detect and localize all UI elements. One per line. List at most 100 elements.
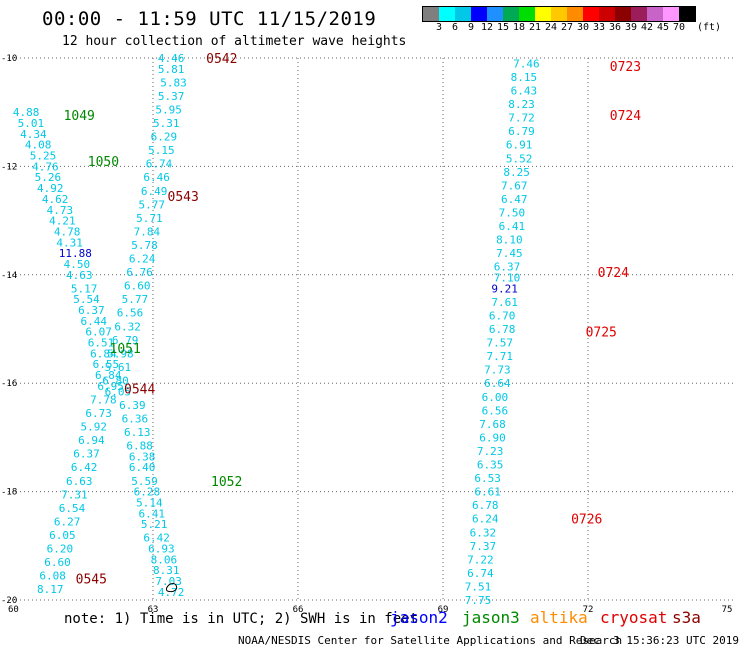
- wave-height-value: 6.53: [474, 472, 501, 485]
- wave-height-value: 6.37: [494, 261, 521, 274]
- color-swatch: [663, 7, 679, 21]
- wave-height-value: 4.78: [54, 225, 81, 238]
- color-scale-label: 42: [640, 22, 654, 33]
- wave-height-value: 6.37: [78, 304, 105, 317]
- color-swatch: [423, 7, 439, 21]
- wave-height-value: 4.76: [32, 160, 59, 173]
- wave-height-value: 6.93: [148, 543, 175, 556]
- legend-cryosat: cryosat: [600, 608, 668, 627]
- pass-time-label: 0724: [610, 109, 641, 124]
- wave-height-value: 5.54: [73, 293, 100, 306]
- wave-height-value: 5.37: [158, 90, 185, 103]
- wave-height-value: 6.20: [47, 543, 74, 556]
- color-swatch: [487, 7, 503, 21]
- wave-height-value: 7.73: [484, 364, 511, 377]
- color-swatch: [567, 7, 583, 21]
- wave-height-value: 6.24: [129, 253, 156, 266]
- wave-height-value: 6.41: [499, 220, 526, 233]
- wave-height-value: 8.06: [151, 553, 178, 566]
- wave-height-value: 6.78: [489, 323, 515, 336]
- wave-height-value: 4.63: [66, 269, 93, 282]
- wave-height-value: 6.74: [146, 158, 173, 171]
- wave-height-value: 6.74: [467, 567, 494, 580]
- wave-height-value: 4.08: [25, 139, 51, 152]
- color-scale-label: 6: [451, 22, 459, 33]
- x-tick-label: 60: [8, 605, 19, 615]
- wave-height-value: 8.17: [37, 583, 64, 596]
- wave-height-value: 6.70: [489, 309, 515, 322]
- wave-height-value: 6.64: [484, 377, 511, 390]
- y-tick-label: -10: [1, 54, 17, 64]
- color-scale-label: 36: [608, 22, 622, 33]
- wave-height-value: 5.95: [155, 103, 182, 116]
- wave-height-value: 6.08: [39, 570, 66, 583]
- color-scale-label: 15: [496, 22, 510, 33]
- color-scale-label: 18: [512, 22, 526, 33]
- wave-height-value: 6.91: [506, 139, 533, 152]
- wave-height-value: 6.36: [122, 412, 149, 425]
- wave-height-value: 6.60: [44, 556, 71, 569]
- wave-height-value: 6.88: [126, 440, 152, 453]
- wave-height-value: 6.42: [71, 461, 98, 474]
- x-tick-label: 69: [438, 605, 449, 615]
- color-swatch: [583, 7, 599, 21]
- wave-height-value: 6.76: [126, 266, 152, 279]
- note-text: note: 1) Time is in UTC; 2) SWH is in fe…: [64, 611, 419, 627]
- color-scale-label: 39: [624, 22, 638, 33]
- y-tick-label: -14: [1, 271, 17, 281]
- wave-height-value: 7.71: [487, 350, 514, 363]
- pass-time-label: 0542: [206, 52, 237, 67]
- wave-height-value: 5.26: [35, 171, 62, 184]
- wave-height-value: 6.84: [95, 369, 122, 382]
- wave-height-value: 5.31: [153, 117, 180, 130]
- wave-height-value: 7.51: [465, 580, 492, 593]
- wave-height-value: 6.24: [472, 513, 499, 526]
- color-scale-label: 3: [435, 22, 443, 33]
- wave-height-value: 4.62: [42, 193, 68, 206]
- wave-height-value: 6.60: [124, 280, 151, 293]
- wave-height-value: 8.23: [508, 98, 535, 111]
- wave-height-value: 5.01: [18, 117, 44, 130]
- wave-height-value: 6.56: [482, 404, 509, 417]
- wave-height-value: 6.73: [85, 407, 112, 420]
- wave-height-value: 11.88: [59, 247, 92, 260]
- wave-height-value: 5.71: [136, 212, 163, 225]
- color-scale-label: 27: [560, 22, 574, 33]
- x-tick-label: 63: [148, 605, 159, 615]
- wave-height-value: 7.61: [491, 296, 518, 309]
- wave-height-value: 6.07: [85, 326, 112, 339]
- wave-height-value: 6.46: [143, 171, 170, 184]
- wave-height-value: 7.23: [477, 445, 504, 458]
- wave-height-value: 5.21: [141, 518, 168, 531]
- wave-height-value: 6.95: [97, 380, 124, 393]
- wave-height-value: 8.15: [511, 71, 537, 84]
- wave-height-value: 8.10: [496, 234, 522, 247]
- wave-height-value: 4.46: [158, 52, 185, 65]
- wave-height-value: 4.50: [64, 258, 90, 271]
- wave-height-value: 6.00: [482, 391, 509, 404]
- wave-height-value: 5.14: [136, 496, 163, 509]
- pass-time-label: 0545: [76, 572, 107, 587]
- wave-height-value: 7.68: [479, 418, 506, 431]
- wave-height-value: 6.54: [59, 502, 86, 515]
- wave-height-value: 6.32: [114, 320, 141, 333]
- pass-time-label: 1051: [110, 342, 141, 357]
- color-swatch: [679, 7, 695, 21]
- legend-jason2: jason2: [390, 608, 448, 627]
- wave-height-value: 6.79: [112, 334, 138, 347]
- legend-s3a: s3a: [672, 608, 701, 627]
- wave-height-value: 5.83: [160, 76, 187, 89]
- pass-time-label: 1050: [88, 155, 119, 170]
- wave-height-value: 6.39: [119, 399, 145, 412]
- y-tick-label: -20: [1, 596, 17, 606]
- wave-height-value: 6.90: [479, 431, 506, 444]
- color-swatch: [519, 7, 535, 21]
- wave-height-value: 4.31: [56, 236, 82, 249]
- wave-height-value: 6.94: [78, 434, 105, 447]
- wave-height-value: 7.50: [499, 206, 526, 219]
- x-tick-label: 75: [722, 605, 733, 615]
- wave-height-value: 6.28: [134, 486, 161, 499]
- map-title: 00:00 - 11:59 UTC 11/15/2019: [42, 8, 377, 30]
- wave-height-value: 6.40: [129, 461, 156, 474]
- wave-height-value: 6.78: [472, 499, 499, 512]
